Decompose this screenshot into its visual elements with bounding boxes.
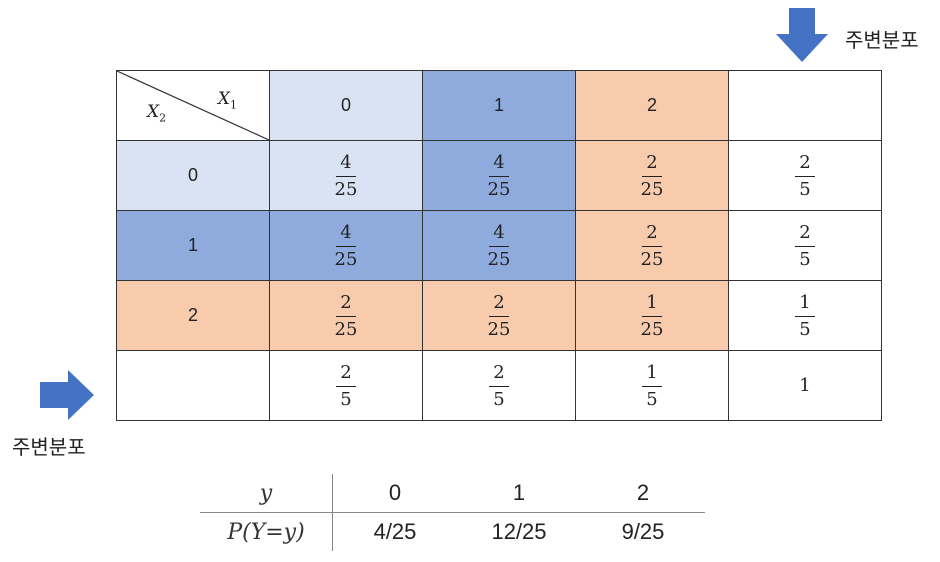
x2-label: X2 [147, 101, 167, 124]
x1-label: X1 [217, 89, 237, 112]
y-value-0: 0 [332, 474, 457, 513]
row-header-1: 1 [116, 210, 270, 281]
column-marginal-label: 주변분포 [12, 437, 86, 459]
total-cell: 1 [728, 350, 882, 421]
col-header-0: 0 [269, 70, 423, 141]
cell-1-0: 4 25 [269, 210, 423, 281]
cell-0-0: 4 25 [269, 140, 423, 211]
cell-1-2: 2 25 [575, 210, 729, 281]
header-row: X1 X2 0 1 2 [116, 70, 882, 141]
y-distribution-table: y 0 1 2 P(Y=y) 4/25 12/25 9/25 [200, 474, 705, 551]
cell-0-2: 2 25 [575, 140, 729, 211]
row-marginal-label: 주변분포 [845, 30, 919, 52]
row-header-2: 2 [116, 280, 270, 351]
probability-row: P(Y=y) 4/25 12/25 9/25 [200, 512, 705, 551]
y-value-2: 2 [581, 474, 705, 513]
col-header-marginal [728, 70, 882, 141]
col-header-1: 1 [422, 70, 576, 141]
marginal-row-header [116, 350, 270, 421]
probability-0: 4/25 [373, 519, 417, 544]
cell-2-0: 2 25 [269, 280, 423, 351]
y-value-1: 1 [457, 474, 581, 513]
down-arrow-icon [776, 8, 828, 62]
probability-label: P(Y=y) [200, 512, 333, 551]
probability-2: 9/25 [621, 519, 665, 544]
cell-1-1: 4 25 [422, 210, 576, 281]
cell-2-1: 2 25 [422, 280, 576, 351]
cell-0-1: 4 25 [422, 140, 576, 211]
cell-2-2: 1 25 [575, 280, 729, 351]
y-values-row: y 0 1 2 [200, 474, 705, 513]
corner-header-cell: X1 X2 [116, 70, 270, 141]
col-header-2: 2 [575, 70, 729, 141]
diagonal-divider [117, 71, 269, 140]
y-label: y [200, 474, 333, 513]
probability-1: 12/25 [491, 519, 547, 544]
right-arrow-icon [40, 370, 94, 420]
row-header-0: 0 [116, 140, 270, 211]
